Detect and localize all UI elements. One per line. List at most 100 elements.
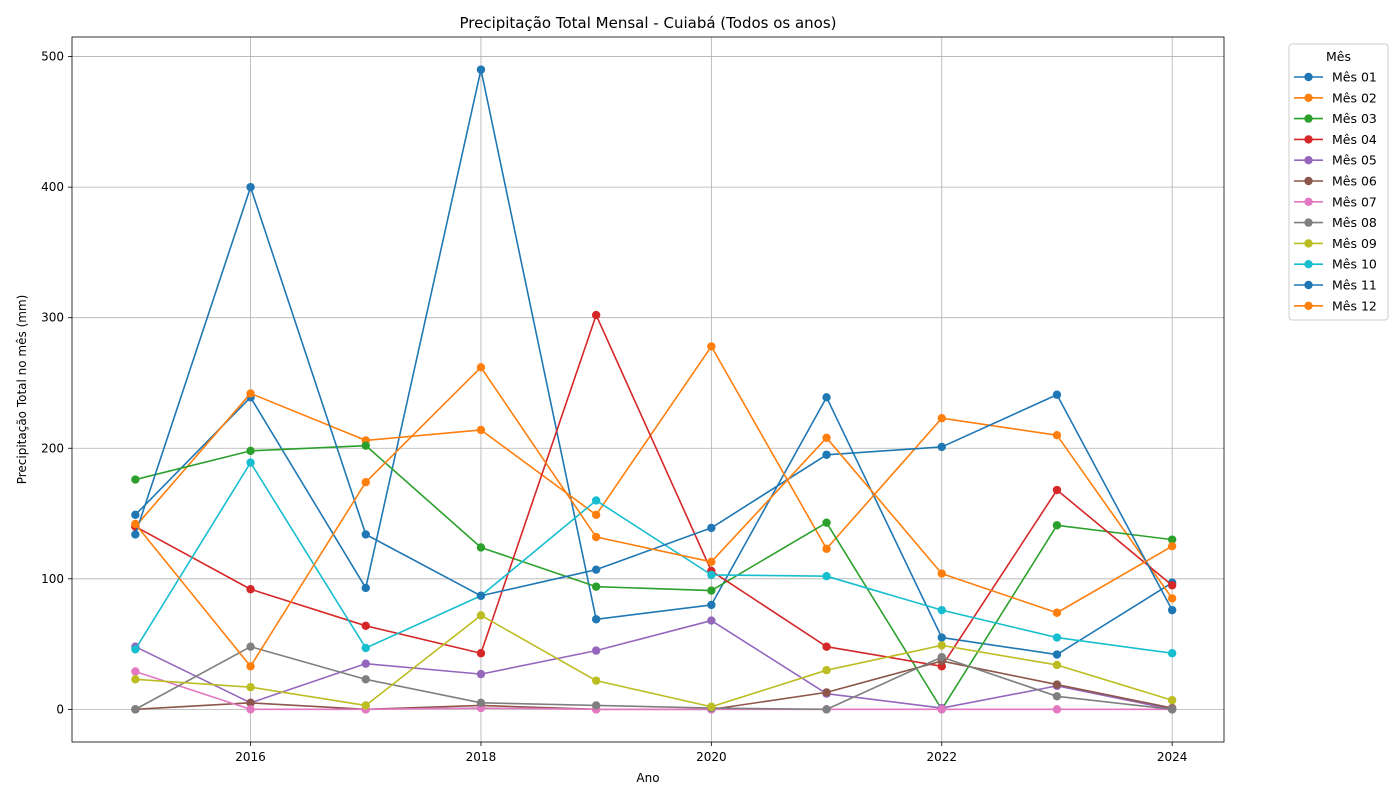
data-point xyxy=(591,646,601,655)
x-tick-label: 2022 xyxy=(926,750,957,764)
legend-item: Mês 03 xyxy=(1294,111,1377,126)
legend-label: Mês 11 xyxy=(1332,278,1377,293)
data-point xyxy=(131,705,140,714)
series-5 xyxy=(131,616,1177,714)
data-point xyxy=(822,688,831,697)
data-point xyxy=(1167,535,1177,544)
data-point xyxy=(1052,390,1062,399)
series-line xyxy=(135,619,1173,711)
legend-swatch-marker xyxy=(1304,301,1313,310)
legend-item: Mês 09 xyxy=(1294,236,1377,251)
series-9 xyxy=(131,611,1177,711)
data-point xyxy=(361,659,370,668)
data-point xyxy=(476,611,486,620)
data-point xyxy=(822,571,831,581)
data-point xyxy=(1167,649,1177,658)
data-point xyxy=(246,642,255,651)
data-point xyxy=(246,585,255,594)
data-point xyxy=(822,665,831,675)
data-point xyxy=(1167,581,1177,590)
data-point xyxy=(591,496,601,505)
data-point xyxy=(1052,692,1062,701)
legend-item: Mês 11 xyxy=(1294,278,1377,293)
data-point xyxy=(476,669,486,679)
data-point xyxy=(1052,633,1062,642)
series-line xyxy=(134,68,1173,656)
legend-item: Mês 01 xyxy=(1294,70,1377,85)
data-point xyxy=(707,523,716,533)
data-point xyxy=(822,393,831,402)
legend-label: Mês 06 xyxy=(1332,174,1377,189)
legend-swatch-marker xyxy=(1304,239,1313,248)
data-point xyxy=(707,616,716,625)
legend-label: Mês 03 xyxy=(1332,111,1377,126)
data-point xyxy=(937,569,946,578)
series-2 xyxy=(131,342,1177,603)
legend-swatch-marker xyxy=(1304,280,1313,290)
data-point xyxy=(476,698,486,708)
data-point xyxy=(707,702,716,711)
data-point xyxy=(1052,705,1062,714)
data-point xyxy=(131,530,140,539)
data-point xyxy=(1167,594,1177,603)
data-point xyxy=(591,510,601,520)
data-point xyxy=(591,532,601,542)
legend-swatch-marker xyxy=(1304,72,1313,82)
legend-swatch-marker xyxy=(1304,197,1313,206)
series-line xyxy=(134,461,1173,655)
legend-title: Mês xyxy=(1326,49,1351,64)
legend-label: Mês 07 xyxy=(1332,194,1377,209)
data-point xyxy=(246,705,255,714)
data-point xyxy=(476,425,486,435)
series-3 xyxy=(131,441,1177,714)
data-point xyxy=(246,389,255,398)
data-point xyxy=(1052,680,1062,689)
data-point xyxy=(131,510,140,520)
legend-label: Mês 09 xyxy=(1332,236,1377,251)
data-point xyxy=(476,649,486,658)
series-line xyxy=(135,670,1173,711)
data-point xyxy=(1052,485,1062,495)
series-1 xyxy=(131,65,1177,659)
legend-swatch-marker xyxy=(1304,114,1313,123)
legend-item: Mês 05 xyxy=(1294,153,1377,168)
data-point xyxy=(822,450,831,459)
data-point xyxy=(822,433,831,443)
series-line xyxy=(134,366,1173,668)
data-point xyxy=(1052,608,1062,617)
y-tick-label: 100 xyxy=(41,572,64,586)
data-point xyxy=(1052,660,1062,670)
series-10 xyxy=(131,458,1177,658)
data-point xyxy=(591,676,601,685)
legend-swatch-marker xyxy=(1304,135,1313,144)
data-point xyxy=(476,591,486,600)
series-line xyxy=(134,645,1173,711)
data-point xyxy=(707,570,716,580)
data-point xyxy=(937,414,946,423)
legend-label: Mês 12 xyxy=(1332,298,1377,313)
legend-label: Mês 01 xyxy=(1332,70,1377,85)
series-12 xyxy=(131,363,1177,671)
series-line xyxy=(134,186,1173,611)
data-point xyxy=(937,652,946,662)
data-point xyxy=(361,530,370,539)
data-point xyxy=(707,557,716,567)
x-tick-label: 2020 xyxy=(696,750,727,764)
data-point xyxy=(591,615,601,624)
data-point xyxy=(591,701,601,710)
data-point xyxy=(361,583,370,593)
data-point xyxy=(937,705,946,714)
series-line xyxy=(135,660,1173,711)
legend: Mês Mês 01 Mês 02 Mês 03 Mês 04 Mês 05 Mês 06 M… xyxy=(1288,43,1389,321)
data-point xyxy=(937,605,946,615)
data-point xyxy=(822,544,831,553)
y-tick-label: 500 xyxy=(41,50,64,64)
series-8 xyxy=(131,642,1177,714)
y-axis-label: Precipitação Total no mês (mm) xyxy=(15,295,29,485)
data-point xyxy=(591,582,601,591)
plot-frame xyxy=(71,36,1225,743)
data-point xyxy=(246,182,255,192)
data-point xyxy=(937,442,946,452)
